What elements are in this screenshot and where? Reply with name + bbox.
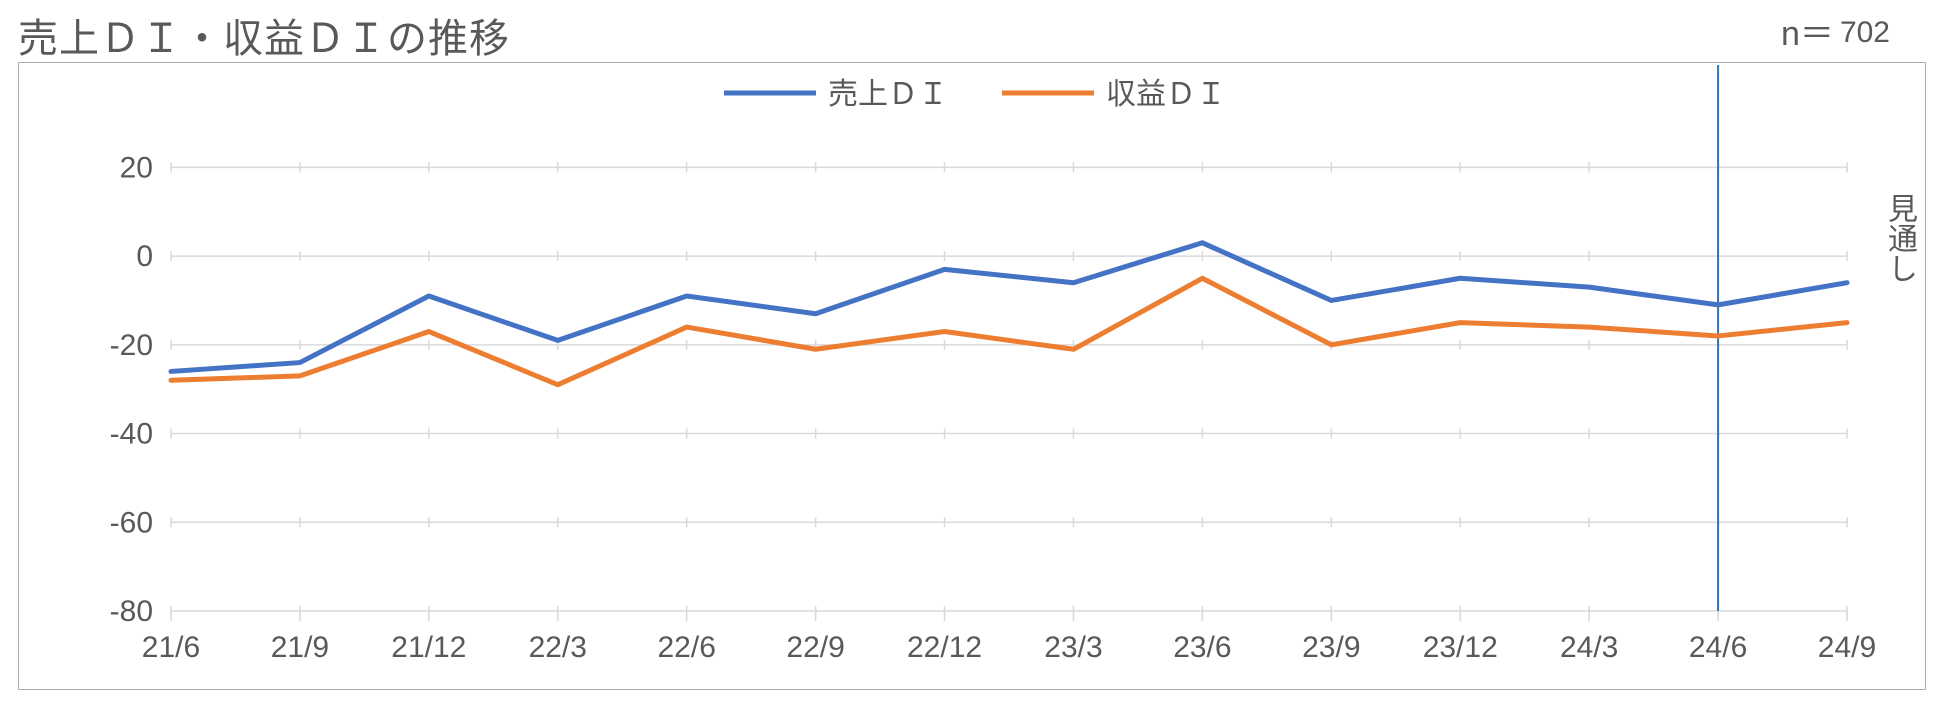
chart-title: 売上ＤＩ・収益ＤＩの推移 — [18, 17, 510, 61]
svg-text:22/12: 22/12 — [907, 631, 982, 664]
svg-text:21/6: 21/6 — [142, 631, 200, 664]
svg-text:24/6: 24/6 — [1689, 631, 1747, 664]
svg-text:23/3: 23/3 — [1044, 631, 1102, 664]
svg-text:22/3: 22/3 — [529, 631, 587, 664]
forecast-label: 見通し — [1881, 193, 1917, 283]
sample-size: n＝702 — [1781, 6, 1890, 55]
svg-text:売上ＤＩ: 売上ＤＩ — [828, 78, 948, 111]
chart-container: 売上ＤＩ・収益ＤＩの推移 n＝702 -80 -60 -40 -20 0 20 21/6 21… — [0, 0, 1950, 703]
svg-text:23/12: 23/12 — [1423, 631, 1498, 664]
svg-text:24/9: 24/9 — [1818, 631, 1876, 664]
svg-text:21/12: 21/12 — [391, 631, 466, 664]
title-row: 売上ＤＩ・収益ＤＩの推移 n＝702 — [18, 6, 1920, 56]
chart-plot-box: -80 -60 -40 -20 0 20 21/6 21/9 21/12 22/3 22/6 22/9… — [18, 62, 1926, 690]
svg-text:23/9: 23/9 — [1302, 631, 1360, 664]
n-label: n＝ — [1781, 15, 1834, 53]
svg-text:-20: -20 — [110, 329, 153, 362]
svg-text:23/6: 23/6 — [1173, 631, 1231, 664]
svg-text:収益ＤＩ: 収益ＤＩ — [1106, 78, 1226, 111]
svg-text:21/9: 21/9 — [271, 631, 329, 664]
svg-text:22/9: 22/9 — [786, 631, 844, 664]
svg-text:20: 20 — [120, 151, 153, 184]
svg-text:-40: -40 — [110, 418, 153, 451]
svg-text:-80: -80 — [110, 595, 153, 628]
n-value: 702 — [1834, 16, 1890, 49]
line-chart-svg: -80 -60 -40 -20 0 20 21/6 21/9 21/12 22/3 22/6 22/9… — [19, 63, 1925, 689]
svg-text:24/3: 24/3 — [1560, 631, 1618, 664]
svg-text:-60: -60 — [110, 506, 153, 539]
svg-text:0: 0 — [136, 240, 153, 273]
svg-text:22/6: 22/6 — [657, 631, 715, 664]
